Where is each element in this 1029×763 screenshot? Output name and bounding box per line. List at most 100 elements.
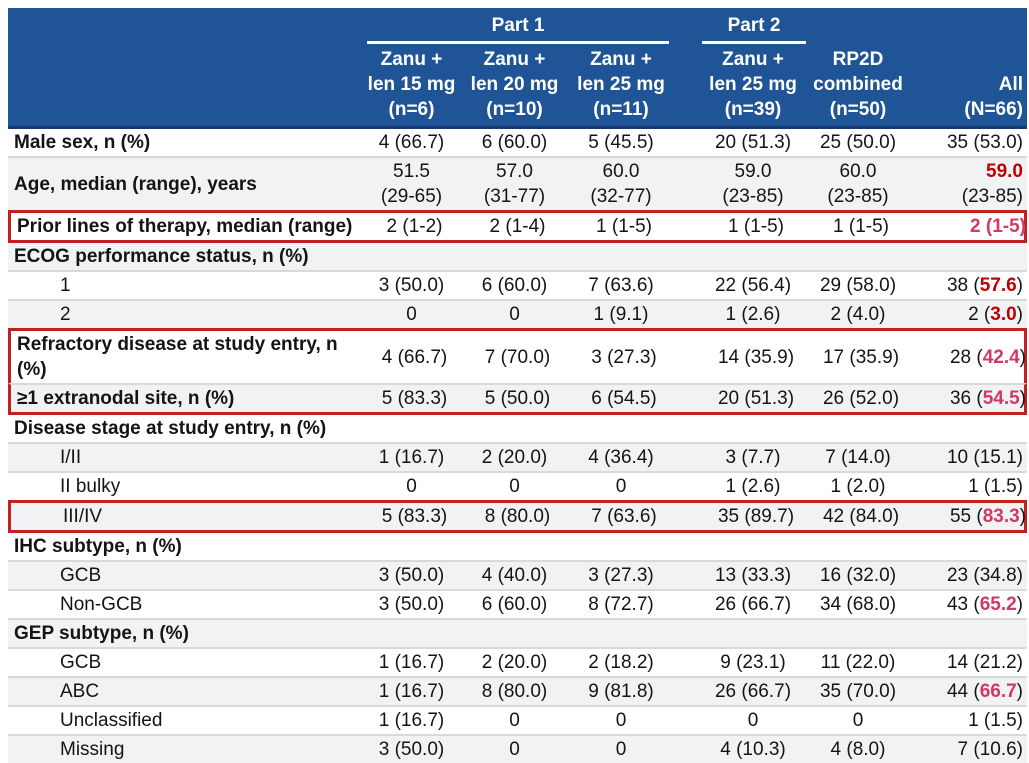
table-cell: 20 (51.3) — [679, 385, 811, 412]
table-cell: 59.0 (23-85) — [676, 158, 808, 210]
cell-value: 20 (51.3) — [717, 388, 795, 409]
table-cell: 4 (66.7) — [363, 344, 466, 371]
column-header-line: len 20 mg — [470, 74, 559, 95]
table-cell — [566, 546, 676, 548]
table-cell — [676, 633, 808, 635]
table-cell: 4 (36.4) — [566, 444, 676, 471]
cell-value: 8 (80.0) — [481, 681, 548, 702]
table-cell — [360, 633, 463, 635]
cell-value: 1 (1-5) — [728, 216, 784, 237]
table-cell: 11 (22.0) — [808, 649, 908, 676]
table-cell: 26 (66.7) — [676, 678, 808, 705]
cell-value: 4 (10.3) — [720, 739, 786, 760]
table-body: Male sex, n (%) 4 (66.7) 6 (60.0) 5 (45.5) 2… — [8, 129, 1027, 763]
cell-value: 0 — [406, 476, 417, 497]
cell-value: 1 (16.7) — [378, 710, 445, 731]
baseline-characteristics-table: Part 1 Part 2 Zanu + len 15 mg (n=6) Zanu +… — [8, 8, 1027, 763]
cell-value: 14 (35.9) — [717, 346, 795, 368]
cell-value: 5 (83.3) — [381, 388, 448, 409]
table-cell: 1 (1-5) — [679, 213, 811, 240]
table-cell: 60.0 (32-77) — [566, 158, 676, 210]
column-header-line: Zanu + — [483, 49, 546, 70]
cell-value: 1 (1.5) — [968, 710, 1023, 731]
table-cell: 0 — [463, 707, 566, 734]
cell-value: 1 (1-5) — [833, 216, 889, 237]
table-cell: 8 (72.7) — [566, 591, 676, 618]
cell-value: 0 — [509, 304, 520, 325]
table-cell: 3 (27.3) — [566, 562, 676, 589]
table-cell: 2 (1-2) — [363, 213, 466, 240]
table-cell — [908, 428, 1027, 430]
table-cell: 1 (1-5) — [569, 213, 679, 240]
row-label: GCB — [60, 565, 102, 586]
column-header-line: (N=66) — [964, 99, 1023, 120]
table-cell: 14 (35.9) — [679, 344, 811, 371]
table-cell: 4 (8.0) — [808, 736, 908, 763]
table-cell: 29 (58.0) — [808, 272, 908, 299]
table-cell — [808, 428, 908, 430]
table-cell: 3 (50.0) — [360, 736, 463, 763]
table-cell: 3 (50.0) — [360, 591, 463, 618]
table-row: 1 3 (50.0) 6 (60.0) 7 (63.6) 22 (56.4) 29 (58… — [8, 270, 1027, 299]
table-row: ECOG performance status, n (%) — [8, 243, 1027, 270]
cell-value: 3 (50.0) — [378, 739, 445, 760]
table-cell: 10 (15.1) — [908, 444, 1027, 471]
cell-value: 51.5 — [393, 161, 430, 182]
cell-value: 1 (2.0) — [830, 476, 886, 497]
table-cell — [463, 256, 566, 258]
table-cell — [908, 546, 1027, 548]
table-cell: 28 (42.4) — [911, 344, 1029, 371]
cell-value: 7 (14.0) — [825, 447, 891, 468]
table-cell: 35 (53.0) — [908, 129, 1027, 156]
cell-value: 1 (16.7) — [378, 652, 445, 673]
table-cell: 17 (35.9) — [811, 344, 911, 371]
cell-value: 17 (35.9) — [822, 346, 900, 368]
cell-value: 4 (66.7) — [381, 346, 448, 368]
cell-value: 55 (83.3) — [949, 506, 1026, 527]
cell-value: 0 — [509, 476, 520, 497]
cell-value: 6 (60.0) — [481, 275, 548, 296]
table-cell: 59.0 (23-85) — [908, 158, 1027, 210]
cell-value: 5 (83.3) — [381, 506, 448, 527]
cell-value: 1 (16.7) — [378, 447, 445, 468]
row-label: 2 — [60, 304, 71, 325]
cell-value: 57.0 — [496, 161, 533, 182]
cell-value: 0 — [615, 476, 627, 497]
cell-value: 3 (50.0) — [378, 594, 445, 615]
table-cell: 1 (1.5) — [908, 473, 1027, 500]
cell-value: 2 (20.0) — [481, 447, 548, 468]
table-cell: 2 (1-5) — [911, 213, 1029, 240]
table-cell: 3 (27.3) — [569, 344, 679, 371]
table-cell: 1 (16.7) — [360, 707, 463, 734]
table-cell: 44 (66.7) — [908, 678, 1027, 705]
table-cell: 6 (60.0) — [463, 591, 566, 618]
table-cell: 3 (7.7) — [676, 444, 808, 471]
cell-value: 4 (8.0) — [830, 739, 886, 760]
table-cell: 34 (68.0) — [808, 591, 908, 618]
cell-value: 35 (53.0) — [946, 132, 1023, 153]
table-cell — [676, 256, 808, 258]
row-label: 1 — [60, 275, 71, 296]
cell-value: 1 (2.6) — [725, 304, 781, 325]
table-cell: 25 (50.0) — [808, 129, 908, 156]
cell-value: 34 (68.0) — [819, 594, 897, 615]
table-cell — [808, 546, 908, 548]
table-row: IHC subtype, n (%) — [8, 533, 1027, 560]
table-cell: 51.5 (29-65) — [360, 158, 463, 210]
table-cell: 2 (20.0) — [463, 444, 566, 471]
table-row: Male sex, n (%) 4 (66.7) 6 (60.0) 5 (45.5) 2… — [8, 129, 1027, 156]
cell-value: 6 (60.0) — [481, 594, 548, 615]
cell-value: (31-77) — [483, 186, 546, 207]
cell-value: 1 (1.5) — [968, 476, 1023, 497]
table-row: GCB 1 (16.7) 2 (20.0) 2 (18.2) 9 (23.1) 11 (2… — [8, 647, 1027, 676]
cell-value: 44 (66.7) — [946, 681, 1023, 702]
table-cell: 5 (83.3) — [363, 385, 466, 412]
table-cell: 1 (2.6) — [676, 301, 808, 328]
table-row: II bulky 0 0 0 1 (2.6) 1 (2.0) 1 (1.5) — [8, 471, 1027, 500]
cell-value: 7 (63.6) — [591, 506, 657, 527]
table-cell: 38 (57.6) — [908, 272, 1027, 299]
table-cell: 1 (16.7) — [360, 649, 463, 676]
column-header-line: (n=10) — [486, 99, 543, 120]
cell-value: 28 (42.4) — [949, 346, 1026, 368]
table-cell: 2 (1-4) — [466, 213, 569, 240]
